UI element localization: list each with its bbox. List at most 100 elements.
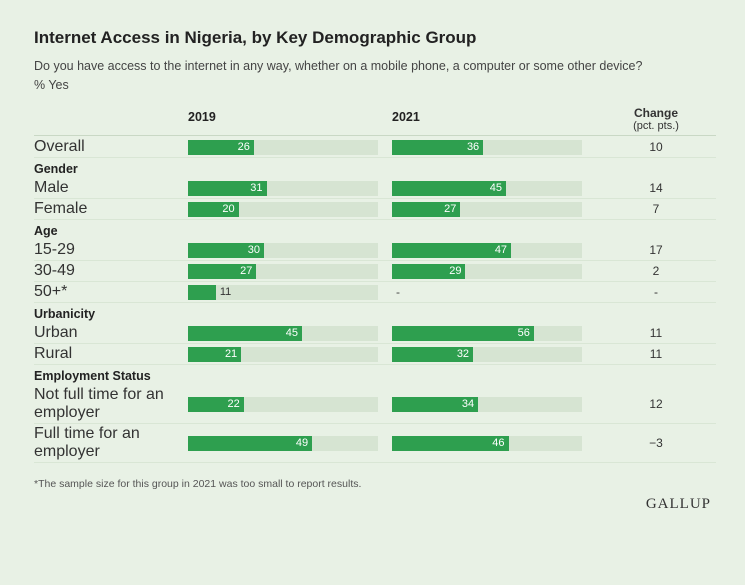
- bar-cell: 29: [392, 264, 582, 279]
- section-header: Employment Status: [34, 366, 716, 386]
- change-value: 7: [596, 202, 716, 216]
- bar-value: 47: [495, 244, 507, 256]
- chart-grid: 2019 2021 Change(pct. pts.) Overall26361…: [34, 106, 711, 465]
- bar-cell: 36: [392, 140, 582, 155]
- bar-value: 22: [227, 398, 239, 410]
- bar: 11: [188, 285, 216, 300]
- row-divider: [34, 219, 716, 220]
- bar-value: 32: [457, 348, 469, 360]
- bar-value: 26: [238, 141, 250, 153]
- bar: 34: [392, 397, 478, 412]
- change-value: 11: [596, 347, 716, 361]
- change-value: 10: [596, 140, 716, 154]
- bar-value: 29: [449, 265, 461, 277]
- bar: 56: [392, 326, 534, 341]
- col-header-2021: 2021: [392, 110, 582, 128]
- bar-cell-empty: -: [392, 285, 582, 299]
- section-header: Urbanicity: [34, 304, 716, 324]
- bar-value: 45: [490, 182, 502, 194]
- bar: 36: [392, 140, 483, 155]
- bar: 49: [188, 436, 312, 451]
- bar: 45: [188, 326, 302, 341]
- bar-cell: 26: [188, 140, 378, 155]
- bar-cell: 11: [188, 285, 378, 300]
- change-value: 12: [596, 397, 716, 411]
- section-header: Age: [34, 221, 716, 241]
- bar-cell: 27: [188, 264, 378, 279]
- bar-cell: 56: [392, 326, 582, 341]
- row-divider: [34, 364, 716, 365]
- row-divider: [34, 462, 716, 463]
- row-divider: [34, 423, 716, 424]
- bar-value: 31: [250, 182, 262, 194]
- change-value: 2: [596, 264, 716, 278]
- row-divider: [34, 198, 716, 199]
- bar-value: 49: [296, 437, 308, 449]
- row-divider: [34, 157, 716, 158]
- bar-cell: 34: [392, 397, 582, 412]
- bar-value: 20: [222, 203, 234, 215]
- bar-value: 21: [225, 348, 237, 360]
- change-value: -: [596, 285, 716, 299]
- row-label: Rural: [34, 345, 174, 363]
- gallup-logo: GALLUP: [34, 496, 711, 513]
- bar: 32: [392, 347, 473, 362]
- row-label: Male: [34, 179, 174, 197]
- bar: 47: [392, 243, 511, 258]
- row-label: 30-49: [34, 262, 174, 280]
- bar-cell: 47: [392, 243, 582, 258]
- bar-cell: 49: [188, 436, 378, 451]
- bar: 22: [188, 397, 244, 412]
- row-label: Not full time for an employer: [34, 386, 174, 422]
- pct-yes-label: % Yes: [34, 78, 711, 92]
- bar: 27: [392, 202, 460, 217]
- col-header-change: Change(pct. pts.): [596, 106, 716, 134]
- bar-cell: 27: [392, 202, 582, 217]
- bar: 20: [188, 202, 239, 217]
- bar-value: 46: [492, 437, 504, 449]
- change-value: 11: [596, 326, 716, 340]
- bar: 30: [188, 243, 264, 258]
- bar-value: 36: [467, 141, 479, 153]
- change-value: −3: [596, 436, 716, 450]
- col-header-2019: 2019: [188, 110, 378, 128]
- bar-cell: 22: [188, 397, 378, 412]
- bar-value: 56: [518, 327, 530, 339]
- row-divider: [34, 302, 716, 303]
- change-value: 17: [596, 243, 716, 257]
- chart-title: Internet Access in Nigeria, by Key Demog…: [34, 28, 711, 48]
- bar: 45: [392, 181, 506, 196]
- bar-cell: 45: [392, 181, 582, 196]
- bar-value: 27: [240, 265, 252, 277]
- bar-value: 34: [462, 398, 474, 410]
- bar: 29: [392, 264, 465, 279]
- row-label: Urban: [34, 324, 174, 342]
- header-divider: [34, 135, 716, 136]
- bar-cell: 30: [188, 243, 378, 258]
- bar: 46: [392, 436, 509, 451]
- chart-subtitle: Do you have access to the internet in an…: [34, 58, 711, 76]
- row-label: 15-29: [34, 241, 174, 259]
- bar-cell: 45: [188, 326, 378, 341]
- bar: 21: [188, 347, 241, 362]
- row-label: Female: [34, 200, 174, 218]
- footnote: *The sample size for this group in 2021 …: [34, 478, 711, 490]
- bar: 31: [188, 181, 267, 196]
- row-divider: [34, 260, 716, 261]
- bar-value: 11: [216, 286, 231, 298]
- section-header: Gender: [34, 159, 716, 179]
- bar-cell: 46: [392, 436, 582, 451]
- row-divider: [34, 343, 716, 344]
- row-divider: [34, 281, 716, 282]
- bar-cell: 21: [188, 347, 378, 362]
- bar-cell: 31: [188, 181, 378, 196]
- bar-value: 30: [248, 244, 260, 256]
- row-label: Overall: [34, 138, 174, 156]
- row-label: 50+*: [34, 283, 174, 301]
- bar: 27: [188, 264, 256, 279]
- bar-cell: 20: [188, 202, 378, 217]
- change-value: 14: [596, 181, 716, 195]
- bar-value: 45: [286, 327, 298, 339]
- bar-cell: 32: [392, 347, 582, 362]
- row-label: Full time for an employer: [34, 425, 174, 461]
